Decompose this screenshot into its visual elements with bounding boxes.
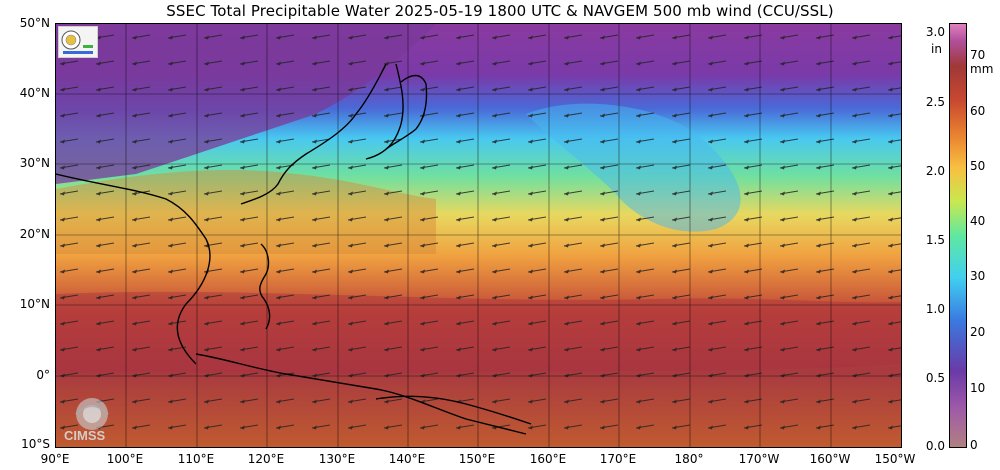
colorbar-in-tick-1-5: 1.5 — [925, 233, 945, 247]
china-coastline — [240, 63, 387, 205]
colorbar-mm-tick-40: 40 — [970, 214, 986, 228]
lon-label-180: 180° — [674, 452, 704, 466]
lon-label-100e: 100°E — [106, 452, 144, 466]
lat-label-50n: 50°N — [19, 16, 50, 30]
colorbar-gradient — [950, 24, 966, 447]
colorbar-in-tick-0-5: 0.5 — [925, 371, 945, 385]
philippines-coastline — [259, 243, 271, 330]
map-title: SSEC Total Precipitable Water 2025-05-19… — [166, 2, 834, 20]
indonesia-coastline — [195, 353, 527, 435]
colorbar-mm-tick-70: 70 — [970, 48, 986, 62]
tpw-colorbar — [949, 23, 967, 448]
ssec-logo — [58, 26, 98, 58]
wind-streamlines — [56, 24, 901, 447]
lat-label-10s: 10°S — [21, 437, 50, 451]
graticule — [56, 24, 901, 447]
lon-label-130e: 130°E — [318, 452, 356, 466]
colorbar-in-tick-2-0: 2.0 — [925, 164, 945, 178]
tpw-map — [55, 23, 902, 448]
lon-label-160w: 160°W — [809, 452, 851, 466]
lat-label-40n: 40°N — [19, 86, 50, 100]
lat-label-20n: 20°N — [19, 227, 50, 241]
lon-label-120e: 120°E — [247, 452, 285, 466]
colorbar-mm-tick-30: 30 — [970, 269, 986, 283]
colorbar-mm-tick-0: 0 — [970, 438, 978, 452]
lon-label-90e: 90°E — [40, 452, 70, 466]
cimss-logo-graphic: CIMSS — [64, 398, 109, 443]
colorbar-in-tick-1-0: 1.0 — [925, 302, 945, 316]
korea-coastline — [365, 63, 404, 160]
colorbar-in-tick-2-5: 2.5 — [925, 95, 945, 109]
ssec-logo-graphic — [61, 30, 93, 54]
lat-label-0: 0° — [36, 368, 50, 382]
colorbar-inch-unit: in — [931, 42, 942, 56]
colorbar-mm-unit: mm — [970, 62, 994, 76]
lon-label-110e: 110°E — [177, 452, 215, 466]
lon-label-150w: 150°W — [874, 452, 916, 466]
colorbar-in-tick-0-0: 0.0 — [925, 439, 945, 453]
colorbar-mm-tick-50: 50 — [970, 159, 986, 173]
svg-text:CIMSS: CIMSS — [64, 428, 106, 443]
lon-label-170w: 170°W — [738, 452, 780, 466]
lon-label-160e: 160°E — [529, 452, 567, 466]
colorbar-mm-tick-10: 10 — [970, 381, 986, 395]
tpw-map-canvas — [56, 24, 901, 447]
lat-label-10n: 10°N — [19, 297, 50, 311]
lon-label-170e: 170°E — [599, 452, 637, 466]
colorbar-in-tick-3-0: 3.0 — [925, 25, 945, 39]
lat-label-30n: 30°N — [19, 156, 50, 170]
new-guinea-coastline — [375, 395, 532, 425]
colorbar-mm-tick-20: 20 — [970, 325, 986, 339]
japan-coastline — [385, 74, 428, 150]
colorbar-mm-tick-60: 60 — [970, 104, 986, 118]
lon-label-150e: 150°E — [458, 452, 496, 466]
lon-label-140e: 140°E — [388, 452, 426, 466]
cimss-logo: CIMSS — [58, 392, 130, 444]
asia-coastline — [56, 173, 211, 365]
